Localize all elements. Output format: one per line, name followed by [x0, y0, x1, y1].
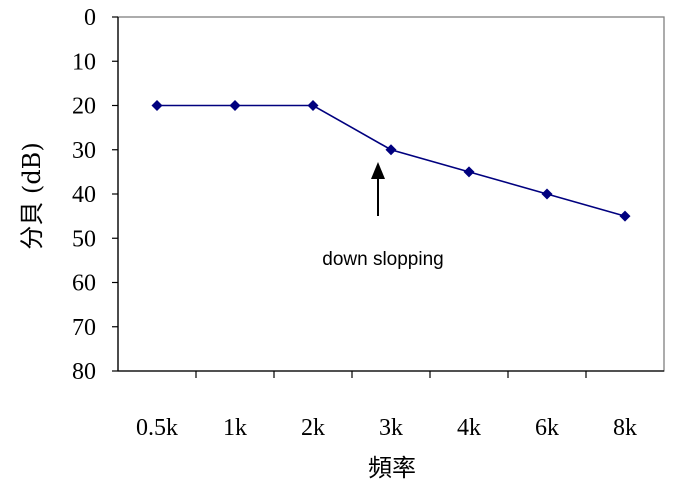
data-point-marker [151, 100, 163, 111]
y-tick-label: 70 [72, 315, 96, 341]
data-point-marker [619, 210, 631, 222]
x-tick-label: 0.5k [136, 415, 178, 441]
data-point-marker [385, 144, 397, 156]
y-tick-label: 50 [72, 226, 96, 252]
data-point-marker [463, 166, 475, 178]
x-axis-title: 頻率 [368, 454, 416, 482]
x-tick-label: 6k [535, 415, 559, 441]
y-tick-label: 60 [72, 271, 96, 297]
data-point-marker [229, 100, 241, 111]
data-point-marker [541, 188, 553, 200]
y-tick-label: 80 [72, 359, 96, 385]
y-tick-label: 20 [72, 94, 96, 120]
y-axis-title: 分貝 (dB) [18, 142, 46, 249]
y-tick-label: 0 [84, 5, 96, 31]
x-tick-label: 8k [613, 415, 637, 441]
x-tick-label: 3k [379, 415, 403, 441]
x-tick-label: 4k [457, 415, 481, 441]
annotation-arrow-head [371, 162, 385, 179]
y-tick-label: 10 [72, 49, 96, 75]
annotation-text: down slopping [322, 249, 443, 270]
series-line [157, 104, 626, 217]
x-tick-label: 1k [223, 415, 247, 441]
x-axis: 0.5k 1k 2k 3k 4k 6k 8k [136, 371, 637, 441]
plot-area [117, 16, 665, 372]
y-tick-label: 40 [72, 182, 96, 208]
plot-border [117, 16, 665, 372]
series-layer [151, 100, 631, 222]
y-axis: 0 10 20 30 40 50 60 70 80 [72, 5, 118, 385]
x-tick-label: 2k [301, 415, 325, 441]
data-point-marker [307, 100, 319, 111]
annotation: down slopping [322, 162, 444, 270]
y-tick-label: 30 [72, 138, 96, 164]
